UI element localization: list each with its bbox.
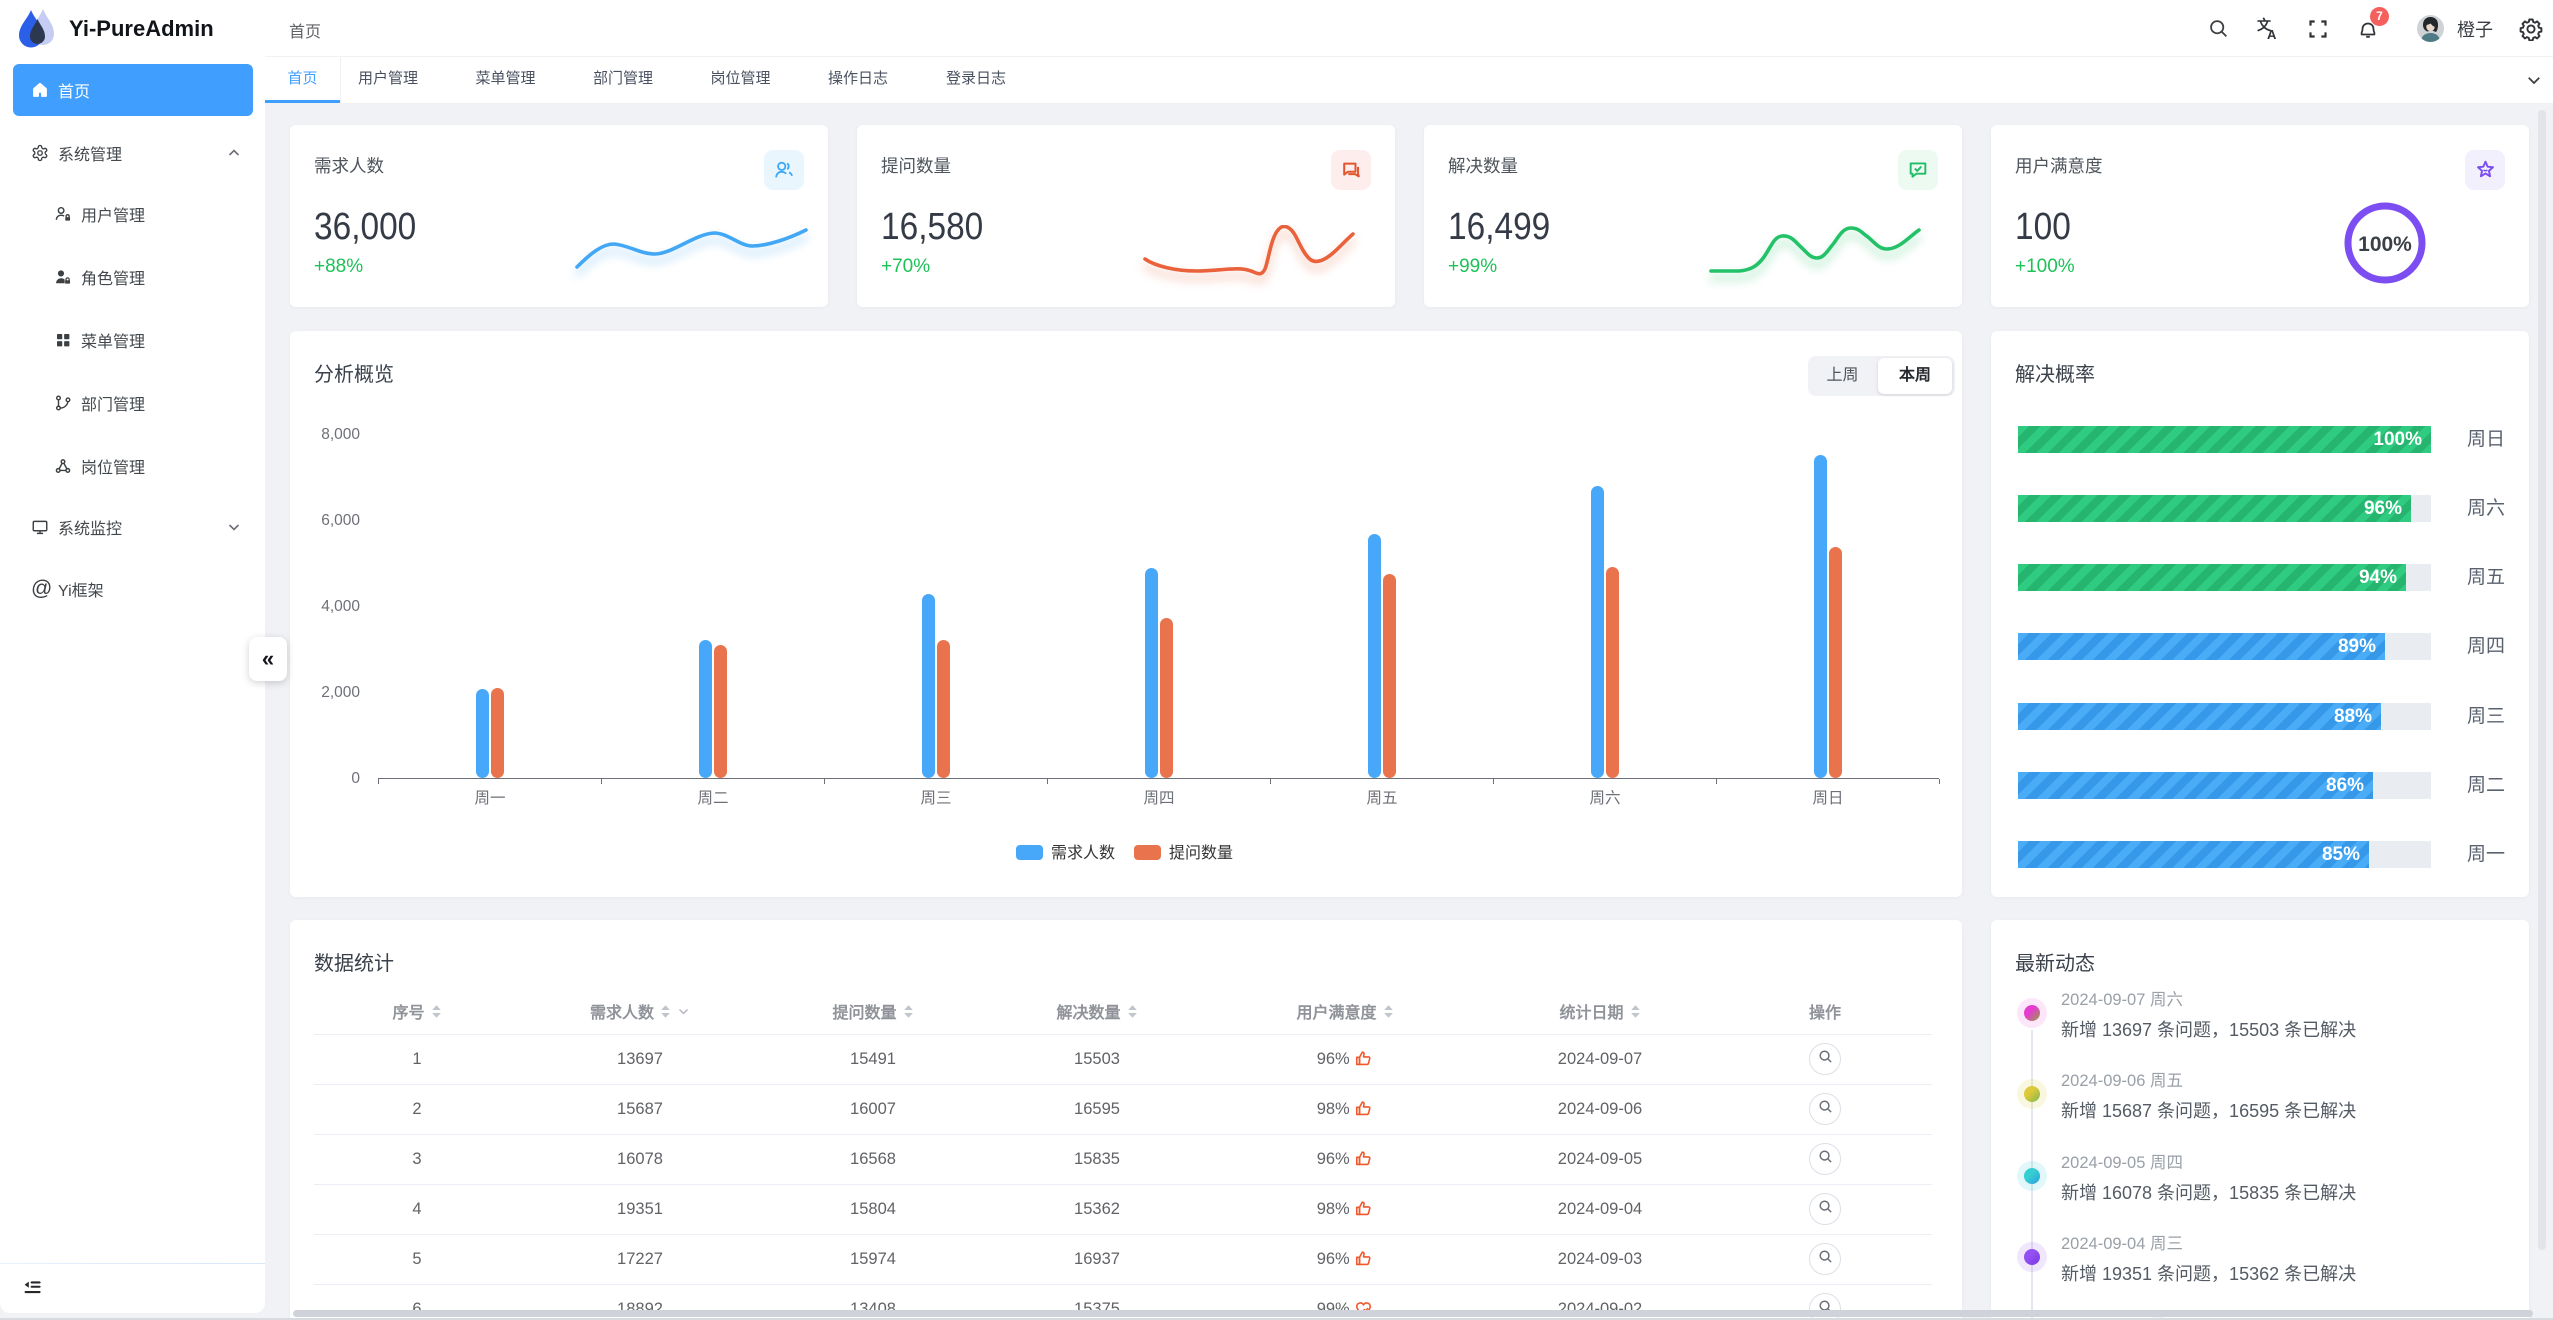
svg-text:4,000: 4,000	[321, 598, 360, 615]
svg-text:100%: 100%	[2358, 233, 2412, 256]
svg-text:6,000: 6,000	[321, 512, 360, 529]
svg-text:周四: 周四	[1143, 790, 1174, 807]
svg-text:周二: 周二	[697, 790, 728, 807]
svg-text:提问数量: 提问数量	[1169, 844, 1233, 862]
svg-text:周日: 周日	[1812, 790, 1843, 807]
svg-text:0: 0	[351, 770, 360, 787]
svg-text:A: A	[2267, 27, 2277, 41]
svg-text:文: 文	[2257, 17, 2272, 33]
svg-text:周六: 周六	[1589, 789, 1620, 807]
svg-text:8,000: 8,000	[321, 426, 360, 443]
svg-text:周一: 周一	[474, 790, 505, 807]
svg-text:周五: 周五	[1366, 790, 1397, 807]
svg-text:周三: 周三	[920, 790, 951, 807]
svg-text:2,000: 2,000	[321, 684, 360, 701]
svg-text:需求人数: 需求人数	[1051, 844, 1115, 862]
